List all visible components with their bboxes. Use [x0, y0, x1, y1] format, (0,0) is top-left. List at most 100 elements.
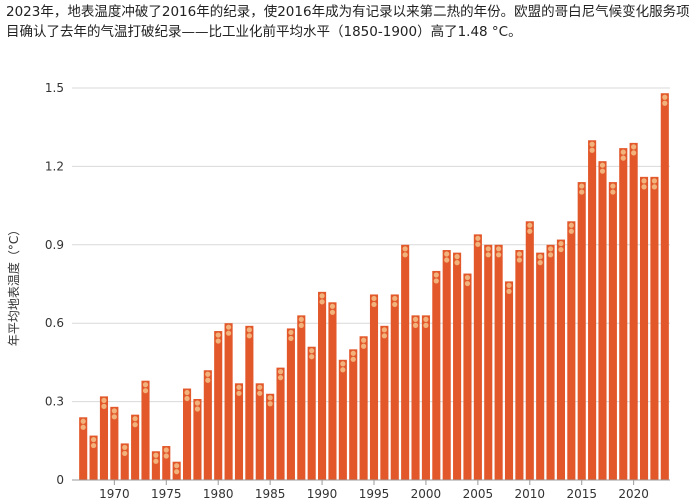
bar [297, 315, 306, 480]
data-point-marker [485, 246, 491, 252]
data-point-marker [184, 395, 190, 402]
bar [349, 349, 358, 480]
data-point-marker [350, 350, 356, 356]
data-point-marker [205, 371, 211, 377]
bar [577, 182, 586, 480]
data-point-marker [361, 343, 367, 349]
data-point-marker [267, 401, 273, 407]
bar [598, 161, 607, 480]
data-point-marker [662, 94, 668, 100]
data-point-marker [80, 418, 86, 424]
data-point-marker [599, 162, 606, 168]
bar [546, 244, 555, 480]
data-point-marker [558, 240, 564, 247]
data-point-marker [475, 241, 481, 247]
data-point-marker [620, 155, 626, 161]
data-point-marker [454, 254, 460, 260]
data-point-marker [90, 442, 97, 449]
data-point-marker [589, 141, 595, 147]
bar [442, 250, 451, 480]
y-tick-label: 0.6 [45, 316, 64, 330]
bar [79, 417, 88, 480]
data-point-marker [516, 257, 523, 263]
y-tick-label: 0 [56, 473, 64, 487]
bar [588, 140, 597, 480]
data-point-marker [90, 436, 97, 443]
data-point-marker [423, 322, 429, 328]
data-point-marker [288, 329, 294, 336]
data-point-marker [215, 332, 221, 338]
bar [629, 142, 638, 480]
data-point-marker [246, 327, 252, 333]
bar [639, 176, 649, 480]
x-tick-label: 1980 [203, 487, 234, 500]
data-point-marker [641, 184, 647, 190]
bar [151, 451, 160, 480]
bar [390, 294, 399, 480]
bar [536, 252, 545, 480]
y-tick-label: 1.2 [45, 159, 64, 173]
bar [203, 370, 212, 480]
data-point-marker [205, 377, 211, 383]
data-point-marker [184, 389, 190, 396]
data-point-marker [319, 299, 325, 305]
bar [494, 244, 503, 480]
data-point-marker [111, 408, 117, 414]
data-point-marker [350, 356, 356, 362]
x-tick-label: 1975 [151, 487, 182, 500]
bar [120, 443, 129, 480]
data-point-marker [267, 395, 273, 401]
data-point-marker [402, 252, 408, 258]
data-point-marker [651, 184, 658, 190]
data-point-marker [433, 278, 439, 284]
data-point-marker [309, 354, 315, 360]
bar [307, 346, 316, 480]
data-point-marker [579, 183, 585, 189]
bar [380, 325, 389, 480]
data-point-marker [257, 390, 263, 396]
data-point-marker [662, 100, 668, 106]
data-point-marker [412, 316, 419, 322]
bar [89, 435, 98, 480]
data-point-marker [132, 416, 138, 422]
data-point-marker [392, 295, 398, 302]
data-point-marker [101, 397, 107, 403]
data-point-marker [392, 301, 398, 308]
data-point-marker [485, 252, 491, 258]
bar [619, 148, 628, 480]
data-point-marker [527, 228, 533, 234]
data-point-marker [620, 149, 626, 155]
bar [660, 93, 669, 480]
data-point-marker [329, 303, 336, 309]
data-point-marker [527, 222, 533, 228]
bar [473, 234, 482, 480]
data-point-marker [610, 183, 616, 189]
data-point-marker [568, 222, 574, 228]
x-tick-label: 1990 [307, 487, 338, 500]
data-point-marker [309, 348, 315, 354]
data-point-marker [558, 246, 564, 253]
y-tick-label: 0.3 [45, 395, 64, 409]
data-point-marker [516, 251, 523, 257]
data-point-marker [163, 453, 169, 459]
data-point-marker [194, 406, 201, 412]
data-point-marker [153, 458, 159, 464]
data-point-marker [631, 144, 637, 150]
data-point-marker [454, 260, 460, 266]
bar [110, 406, 119, 480]
bar [328, 302, 337, 480]
data-point-marker [475, 235, 481, 241]
data-point-marker [174, 463, 180, 469]
bar [608, 182, 617, 480]
data-point-marker [537, 254, 543, 260]
bar [359, 336, 368, 480]
data-point-marker [599, 168, 606, 174]
data-point-marker [444, 251, 450, 257]
data-point-marker [381, 327, 387, 333]
data-point-marker [153, 452, 159, 458]
data-point-marker [225, 330, 232, 336]
bar [484, 244, 493, 480]
data-point-marker [142, 388, 149, 394]
data-point-marker [537, 260, 543, 266]
